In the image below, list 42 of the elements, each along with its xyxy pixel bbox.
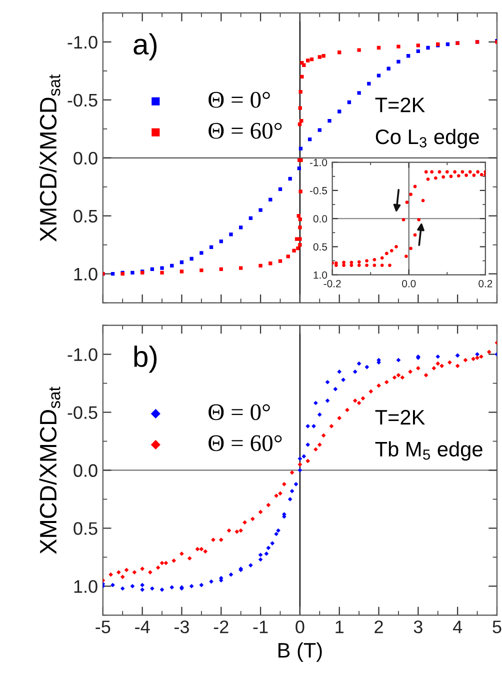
y-tick-label: -0.5 xyxy=(310,186,328,194)
legend-label: Θ = 0° xyxy=(208,92,270,108)
x-tick-label: -3 xyxy=(174,620,189,634)
y-tick-label: 0.0 xyxy=(313,215,328,222)
annotation: Co L$_{3}$ edge xyxy=(376,128,479,148)
x-tick-label: 3 xyxy=(414,620,422,634)
y-tick-label: 1.0 xyxy=(74,268,98,281)
legend-label: Θ = 0° xyxy=(208,404,270,420)
x-tick-label: -4 xyxy=(135,620,150,634)
y-tick-label: -1.0 xyxy=(68,36,98,49)
x-tick-label: 0.0 xyxy=(402,280,416,288)
annotation: T=2K xyxy=(375,98,425,112)
y-tick-label: -1.0 xyxy=(68,348,98,362)
annotation: b) xyxy=(134,346,157,373)
x-tick-label: -2 xyxy=(214,620,228,634)
x-tick-label: 4 xyxy=(452,620,462,634)
annotation: Tb M$_{5}$ edge xyxy=(375,441,482,461)
y-axis-title: XMCD/XMCD$_{sat}$ xyxy=(39,74,60,242)
legend-label: Θ = 60° xyxy=(208,435,282,452)
y-tick-label: -0.5 xyxy=(68,406,98,419)
x-tick-label: 5 xyxy=(492,620,502,634)
y-tick-label: 0.5 xyxy=(74,522,98,535)
y-tick-label: -0.5 xyxy=(68,94,98,107)
annotation: a) xyxy=(134,33,157,60)
x-tick-label: -5 xyxy=(96,620,110,634)
y-tick-label: 0.5 xyxy=(313,243,328,251)
x-axis-title: B (T) xyxy=(278,642,322,662)
y-axis-title: XMCD/XMCD$_{sat}$ xyxy=(39,386,60,554)
y-tick-label: 1.0 xyxy=(74,580,98,593)
legend-label: Θ = 60° xyxy=(208,122,282,139)
x-tick-label: 0 xyxy=(296,620,304,634)
x-tick-label: 2 xyxy=(374,620,383,634)
y-tick-label: 0.0 xyxy=(74,152,98,165)
x-tick-label: 0.2 xyxy=(478,280,492,288)
x-tick-label: -1 xyxy=(253,620,268,634)
y-tick-label: -1.0 xyxy=(310,158,328,166)
y-tick-label: 0.5 xyxy=(74,210,98,223)
annotation: T=2K xyxy=(375,410,425,424)
y-tick-label: 0.0 xyxy=(74,464,98,477)
y-tick-label: 1.0 xyxy=(314,271,328,279)
x-tick-label: -0.2 xyxy=(324,280,341,288)
x-tick-label: 1 xyxy=(336,620,344,634)
